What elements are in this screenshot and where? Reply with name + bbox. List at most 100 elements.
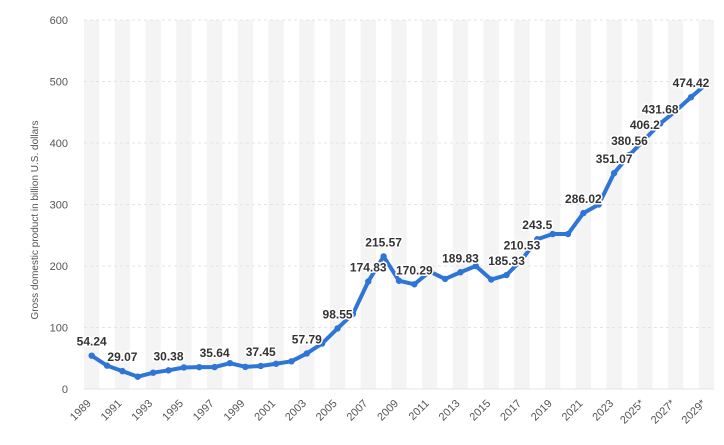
x-tick-label: 2019	[529, 398, 555, 424]
data-label: 57.79	[292, 332, 322, 346]
data-point	[457, 269, 464, 276]
data-label-halo: 286.02	[565, 192, 602, 206]
data-point	[549, 230, 556, 238]
y-tick-label: 600	[50, 15, 68, 27]
data-points	[88, 80, 710, 380]
data-point	[380, 253, 387, 260]
x-tick-label: 2013	[437, 398, 463, 424]
x-tick-label: 2025*	[618, 397, 647, 426]
data-label-halo: 29.07	[107, 350, 137, 364]
data-point	[626, 151, 633, 159]
data-point	[564, 230, 572, 238]
data-label: 351.07	[596, 152, 633, 166]
data-label-halo: 54.24	[77, 335, 107, 349]
data-label: 286.02	[565, 192, 602, 206]
x-tick-label: 1997	[191, 398, 217, 424]
data-point	[580, 209, 587, 217]
background-band	[698, 20, 714, 389]
data-point	[165, 367, 172, 374]
y-tick-label: 200	[50, 261, 68, 273]
data-point	[318, 340, 326, 347]
data-label-halo: 474.42	[673, 76, 710, 90]
data-point	[472, 262, 480, 270]
data-point	[149, 369, 157, 376]
data-label: 37.45	[246, 345, 276, 359]
data-label-halo: 37.45	[246, 345, 276, 359]
data-label-halo: 406.2	[630, 118, 660, 132]
data-point	[365, 278, 372, 285]
data-point	[211, 363, 218, 371]
data-label: 431.68	[642, 103, 679, 117]
x-tick-label: 2007	[345, 398, 371, 424]
data-label-halo: 174.83	[350, 260, 387, 274]
y-tick-label: 400	[50, 138, 68, 150]
x-tick-label: 2001	[252, 398, 278, 424]
data-label-halo: 215.57	[365, 235, 402, 249]
data-point	[487, 276, 495, 283]
x-tick-label: 1993	[129, 398, 155, 424]
data-label-halo: 30.38	[153, 349, 183, 363]
x-tick-label: 2017	[498, 398, 524, 424]
y-tick-label: 500	[50, 77, 68, 89]
background-band	[422, 20, 438, 389]
gridlines	[84, 19, 714, 390]
data-label: 98.55	[323, 307, 353, 321]
data-point	[349, 310, 357, 318]
x-tick-label: 2005	[314, 398, 340, 424]
data-label: 406.2	[630, 118, 660, 132]
data-label-halo: 35.64	[200, 346, 230, 360]
data-label: 380.56	[611, 134, 648, 148]
x-tick-label: 2003	[283, 398, 309, 424]
x-tick-label: 2015	[468, 398, 494, 424]
y-axis-ticks: 0 100 200 300 400 500 600	[50, 15, 68, 396]
data-label-halo: 185.33	[488, 254, 525, 268]
data-label-halo: 189.83	[442, 251, 479, 265]
background-band	[483, 20, 499, 389]
data-point	[657, 120, 664, 127]
data-label: 185.33	[488, 254, 525, 268]
data-label-halo: 431.68	[642, 103, 679, 117]
x-tick-label: 2029*	[680, 397, 709, 426]
background-band	[145, 20, 161, 389]
background-band	[514, 20, 530, 389]
data-point	[303, 350, 311, 357]
x-tick-label: 2023	[590, 398, 616, 424]
background-band	[452, 20, 469, 389]
data-point	[534, 236, 541, 243]
data-label: 174.83	[350, 260, 387, 274]
data-label: 215.57	[365, 235, 402, 249]
y-tick-label: 300	[50, 200, 68, 212]
data-label: 170.29	[396, 263, 433, 277]
data-point	[426, 268, 433, 275]
y-axis-title: Gross domestic product in billion U.S. d…	[30, 121, 41, 320]
data-point	[119, 367, 126, 375]
data-point	[242, 363, 249, 371]
x-tick-label: 1991	[99, 398, 125, 424]
y-tick-label: 0	[62, 384, 68, 396]
data-point	[272, 360, 280, 367]
x-tick-label: 1995	[160, 398, 186, 424]
data-point	[703, 80, 710, 88]
data-point	[672, 107, 679, 115]
data-label: 29.07	[107, 350, 137, 364]
data-point	[103, 362, 111, 369]
x-tick-label: 2021	[560, 398, 586, 424]
data-point	[641, 135, 649, 143]
data-point	[503, 271, 510, 279]
x-tick-label: 1999	[222, 398, 248, 424]
data-point	[134, 373, 141, 380]
data-point	[257, 362, 264, 370]
data-label: 210.53	[504, 239, 541, 253]
data-label-halo: 351.07	[596, 152, 633, 166]
x-axis-ticks: 1989 1991 1993 1995 1997 1999 2001 2003 2005 2007…	[68, 397, 709, 426]
data-point	[334, 325, 341, 332]
data-point	[180, 364, 188, 371]
x-tick-label: 2009	[375, 398, 401, 424]
data-point	[441, 275, 449, 283]
data-point	[518, 256, 526, 263]
data-label: 30.38	[153, 349, 183, 363]
x-tick-label: 1989	[68, 398, 94, 424]
data-label: 189.83	[442, 251, 479, 265]
